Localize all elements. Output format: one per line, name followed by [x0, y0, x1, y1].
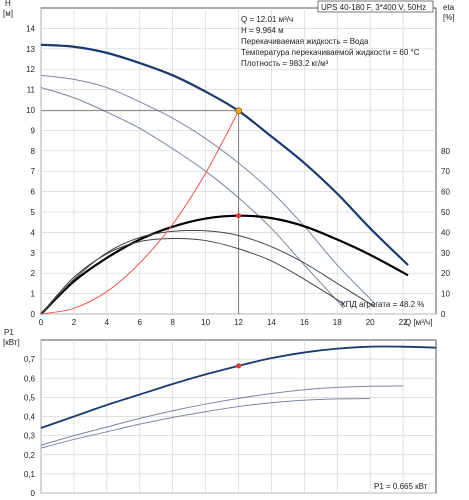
title-box	[317, 0, 434, 13]
info-temperature: Температура перекачиваемой жидкости = 60…	[241, 48, 420, 57]
info-flow: Q = 12.01 м³/ч	[241, 15, 293, 24]
info-density: Плотность = 983.2 кг/м³	[241, 59, 329, 68]
flow-x-tick-label: 4	[105, 318, 110, 327]
flow-axis-label: Q [м³/ч]	[405, 318, 432, 327]
efficiency-3-curve	[40, 237, 345, 315]
system-curve-curve	[40, 110, 240, 315]
power-3-curve	[40, 398, 371, 449]
head-y-tick-label: 3	[31, 249, 36, 258]
eta-y-tick-label: 50	[441, 208, 450, 217]
head-y-tick-label: 8	[31, 147, 36, 156]
power-axis-label-line1: P1	[4, 328, 14, 337]
power-y-tick-label: 0,6	[24, 374, 36, 383]
eta-axis-label-line2: [%]	[443, 13, 455, 22]
eta-y-tick-label: 0	[441, 310, 446, 319]
flow-x-tick-label: 18	[333, 318, 342, 327]
info-head: H = 9.964 м	[241, 26, 284, 35]
eta-y-tick-label: 20	[441, 269, 450, 278]
head-axis-label-line1: H	[5, 0, 11, 8]
power-y-tick-label: 0	[31, 489, 36, 498]
flow-x-tick-label: 16	[300, 318, 309, 327]
power-y-tick-label: 0,2	[24, 451, 36, 460]
efficiency-point-marker	[235, 213, 242, 219]
operating-info: Q = 12.01 м³/ч H = 9.964 м Перекачиваема…	[241, 15, 420, 68]
head-y-tick-label: 0	[31, 310, 36, 319]
power-y-tick-labels: 0 0,1 0,2 0,3 0,4 0,5 0,6 0,7	[24, 355, 36, 498]
flow-x-tick-label: 8	[170, 318, 175, 327]
eta-y-tick-label: 40	[441, 228, 450, 237]
head-y-tick-label: 9	[31, 126, 36, 135]
power-2-curve	[40, 385, 404, 446]
efficiency-label: КПД агрегата = 48.2 %	[341, 300, 424, 309]
efficiency-max-curve	[40, 214, 409, 315]
eta-y-tick-label: 30	[441, 249, 450, 258]
flow-x-tick-label: 6	[138, 318, 143, 327]
power-label: P1 = 0.665 кВт	[374, 482, 428, 491]
head-y-tick-label: 13	[26, 45, 35, 54]
head-y-tick-label: 1	[31, 290, 36, 299]
power-y-tick-label: 0,4	[24, 413, 36, 422]
flow-x-tick-label: 10	[201, 318, 210, 327]
head-y-tick-label: 6	[31, 188, 36, 197]
power-y-tick-label: 0,5	[24, 393, 36, 402]
power-grid	[40, 340, 436, 494]
head-curves	[40, 43, 409, 315]
flow-x-tick-label: 22	[399, 318, 408, 327]
head-max-curve	[40, 43, 409, 266]
head-y-tick-label: 11	[27, 86, 36, 95]
head-speed-3-curve	[40, 87, 345, 309]
eta-y-tick-labels: 0 10 20 30 40 50 60 70 80	[441, 147, 450, 319]
head-y-tick-label: 12	[26, 65, 35, 74]
flow-x-tick-label: 12	[234, 318, 243, 327]
eta-axis-label-line1: eta	[443, 3, 455, 12]
power-y-tick-label: 0,3	[24, 432, 36, 441]
power-markers	[236, 363, 242, 369]
operating-point-marker	[235, 107, 243, 115]
power-axis-label-line2: [кВт]	[3, 338, 20, 347]
head-speed-2-curve	[40, 74, 376, 305]
eta-y-tick-label: 80	[441, 147, 450, 156]
power-chart: 0 0,1 0,2 0,3 0,4 0,5 0,6 0,7 P1 [кВт] P1 = 0.6…	[3, 328, 437, 498]
power-y-tick-label: 0,7	[24, 355, 36, 364]
head-y-tick-label: 7	[31, 167, 36, 176]
flow-x-tick-label: 20	[366, 318, 375, 327]
head-y-tick-label: 4	[31, 228, 36, 237]
flow-x-tick-label: 0	[39, 318, 44, 327]
operating-markers	[41, 107, 243, 314]
flow-x-tick-label: 2	[72, 318, 77, 327]
head-y-tick-label: 2	[31, 269, 36, 278]
info-liquid: Перекачиваемая жидкость = Вода	[241, 37, 369, 46]
head-y-tick-label: 5	[31, 208, 36, 217]
head-y-tick-label: 10	[26, 106, 35, 115]
power-point-marker	[236, 363, 242, 369]
flow-x-tick-label: 14	[267, 318, 276, 327]
flow-x-tick-labels: 0 2 4 6 8 10 12 14 16 18 20 22	[39, 318, 408, 327]
head-y-tick-label: 14	[26, 24, 35, 33]
chart-title: UPS 40-180 F, 3*400 V, 50Hz	[321, 3, 426, 12]
eta-y-tick-label: 10	[441, 290, 450, 299]
eta-y-tick-label: 60	[441, 188, 450, 197]
head-axis-label-line2: [м]	[3, 9, 13, 18]
eta-y-tick-label: 70	[441, 167, 450, 176]
power-y-tick-label: 0,1	[24, 470, 36, 479]
